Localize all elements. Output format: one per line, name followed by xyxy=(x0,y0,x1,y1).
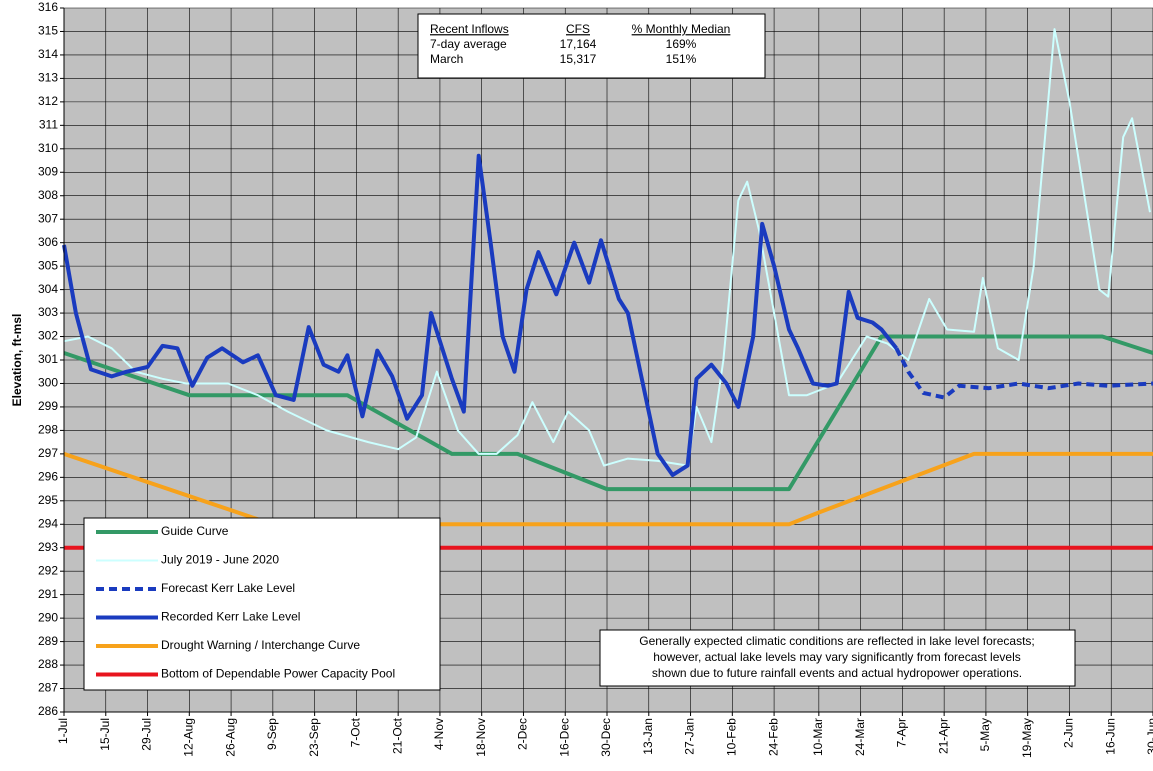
legend-label: July 2019 - June 2020 xyxy=(161,553,279,567)
y-tick-label: 288 xyxy=(38,657,58,671)
y-tick-label: 307 xyxy=(38,211,58,225)
y-tick-label: 300 xyxy=(38,376,58,390)
x-tick-label: 18-Nov xyxy=(474,718,488,757)
x-tick-label: 24-Mar xyxy=(853,718,867,756)
x-tick-label: 21-Oct xyxy=(390,717,404,754)
table-cell: 15,317 xyxy=(560,52,597,66)
y-tick-label: 302 xyxy=(38,329,58,343)
table-header: CFS xyxy=(566,22,590,36)
y-tick-label: 299 xyxy=(38,399,58,413)
note: Generally expected climatic conditions a… xyxy=(599,629,1076,687)
y-tick-label: 287 xyxy=(38,681,58,695)
x-tick-label: 13-Jan xyxy=(641,718,655,755)
x-tick-label: 10-Feb xyxy=(724,718,738,756)
series-line xyxy=(62,153,898,477)
y-tick-label: 306 xyxy=(38,235,58,249)
table-header: % Monthly Median xyxy=(632,22,731,36)
x-tick-label: 23-Sep xyxy=(307,718,321,757)
table-cell: March xyxy=(430,52,463,66)
legend-label: Recorded Kerr Lake Level xyxy=(161,610,300,624)
y-axis-title: Elevation, ft-msl xyxy=(10,314,24,407)
lines xyxy=(62,28,1153,550)
table-box xyxy=(417,13,766,79)
table-cell: 17,164 xyxy=(560,37,597,51)
x-tick-label: 26-Aug xyxy=(223,718,237,757)
y-tick-label: 312 xyxy=(38,94,58,108)
x-tick-label: 29-Jul xyxy=(140,718,154,751)
y-tick-label: 291 xyxy=(38,587,58,601)
y-tick-label: 292 xyxy=(38,563,58,577)
y-tick-label: 297 xyxy=(38,446,58,460)
y-tick-label: 289 xyxy=(38,634,58,648)
note-line: however, actual lake levels may vary sig… xyxy=(653,650,1020,664)
series-line xyxy=(63,451,1153,527)
y-tick-label: 308 xyxy=(38,188,58,202)
x-tick-label: 24-Feb xyxy=(766,718,780,756)
table-cell: 169% xyxy=(666,37,697,51)
x-tick-label: 19-May xyxy=(1020,718,1034,758)
y-tick-label: 311 xyxy=(39,118,58,132)
x-tick-label: 9-Sep xyxy=(265,718,279,750)
y-tick-label: 313 xyxy=(38,71,58,85)
y-tick-label: 315 xyxy=(38,24,58,38)
legend-label: Guide Curve xyxy=(161,524,229,538)
note-box xyxy=(599,629,1076,687)
x-tick-label: 21-Apr xyxy=(936,718,950,754)
x-tick-label: 5-May xyxy=(978,718,992,751)
x-tick-label: 2-Dec xyxy=(516,718,530,750)
x-tick-label: 7-Apr xyxy=(895,718,909,747)
x-tick-label: 2-Jun xyxy=(1062,718,1076,748)
x-tick-label: 1-Jul xyxy=(56,718,70,744)
y-tick-label: 301 xyxy=(38,352,58,366)
x-tick-label: 30-Jun xyxy=(1145,718,1153,755)
inflow-table: Recent Inflows CFS % Monthly Median 7-da… xyxy=(417,13,766,79)
table-cell: 7-day average xyxy=(430,37,507,51)
y-tick-label: 303 xyxy=(38,305,58,319)
y-tick-label: 310 xyxy=(38,141,58,155)
y-tick-label: 290 xyxy=(38,610,58,624)
x-tick-label: 16-Jun xyxy=(1103,718,1117,755)
legend: Guide Curve July 2019 - June 2020 Forecast… xyxy=(83,517,441,691)
legend-label: Bottom of Dependable Power Capacity Pool xyxy=(161,667,395,681)
legend-label: Forecast Kerr Lake Level xyxy=(161,581,295,595)
x-tick-label: 16-Dec xyxy=(557,718,571,757)
y-tick-label: 304 xyxy=(38,282,58,296)
y-tick-label: 294 xyxy=(38,516,58,530)
series-line xyxy=(63,28,1151,467)
x-tick-label: 27-Jan xyxy=(683,718,697,755)
series-line xyxy=(894,347,1153,400)
y-tick-label: 305 xyxy=(38,258,58,272)
x-tick-label: 4-Nov xyxy=(432,718,446,750)
table-cell: 151% xyxy=(666,52,697,66)
y-tick-label: 293 xyxy=(38,540,58,554)
legend-box xyxy=(83,517,441,691)
x-tick-label: 10-Mar xyxy=(811,718,825,756)
y-tick-label: 314 xyxy=(38,47,58,61)
y-tick-label: 316 xyxy=(38,0,58,14)
x-tick-label: 7-Oct xyxy=(349,717,363,747)
legend-label: Drought Warning / Interchange Curve xyxy=(161,638,360,652)
y-tick-label: 296 xyxy=(38,470,58,484)
x-tick-label: 15-Jul xyxy=(98,718,112,751)
y-tick-label: 298 xyxy=(38,423,58,437)
y-tick-label: 295 xyxy=(38,493,58,507)
y-tick-label: 309 xyxy=(38,164,58,178)
y-tick-label: 286 xyxy=(38,704,58,718)
x-tick-label: 12-Aug xyxy=(181,718,195,757)
note-line: Generally expected climatic conditions a… xyxy=(639,634,1035,648)
table-header: Recent Inflows xyxy=(430,22,509,36)
series-line xyxy=(63,334,1153,492)
ticks: 286 287 288 289 290 291 292 293 294 295 296 297 298 2… xyxy=(38,0,1153,758)
note-line: shown due to future rainfall events and … xyxy=(652,666,1022,680)
x-tick-label: 30-Dec xyxy=(599,718,613,757)
